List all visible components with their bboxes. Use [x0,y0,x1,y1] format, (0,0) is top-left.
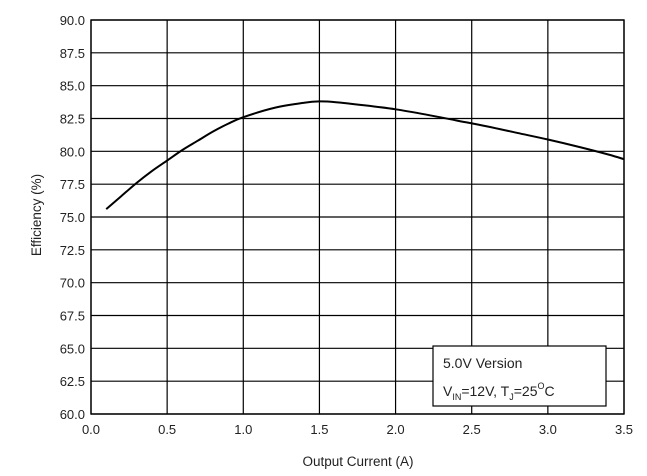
efficiency-curve [105,100,625,210]
y-axis-label: Efficiency (%) [29,174,44,256]
grid-layer [90,19,625,415]
x-tick-label: 0.5 [158,422,176,437]
y-tick-label: 90.0 [60,13,85,28]
tick-labels: 0.0 0.5 1.0 1.5 2.0 2.5 3.0 3.5 90.0 87.5 85.0 82.5… [60,13,633,437]
y-tick-label: 60.0 [60,407,85,422]
annotation-line2: VIN=12V, TJ=25OC [443,381,555,402]
x-axis-label: Output Current (A) [302,454,413,469]
x-tick-label: 3.5 [615,422,633,437]
x-tick-label: 1.5 [310,422,328,437]
plot-frame [90,19,625,415]
y-tick-label: 65.0 [60,341,85,356]
y-tick-label: 82.5 [60,112,85,127]
y-tick-label: 70.0 [60,276,85,291]
y-tick-label: 72.5 [60,243,85,258]
y-tick-label: 80.0 [60,144,85,159]
x-tick-label: 2.5 [463,422,481,437]
y-tick-label: 87.5 [60,46,85,61]
annotation-box: 5.0V Version VIN=12V, TJ=25OC [432,345,607,407]
annotation-line1: 5.0V Version [443,355,522,371]
x-tick-label: 2.0 [387,422,405,437]
y-tick-label: 67.5 [60,309,85,324]
x-tick-label: 3.0 [539,422,557,437]
y-tick-label: 77.5 [60,177,85,192]
y-tick-label: 62.5 [60,374,85,389]
y-tick-label: 75.0 [60,210,85,225]
series-layer [105,100,625,210]
x-tick-label: 1.0 [234,422,252,437]
annotation-frame [432,345,607,407]
y-tick-label: 85.0 [60,79,85,94]
x-tick-label: 0.0 [82,422,100,437]
